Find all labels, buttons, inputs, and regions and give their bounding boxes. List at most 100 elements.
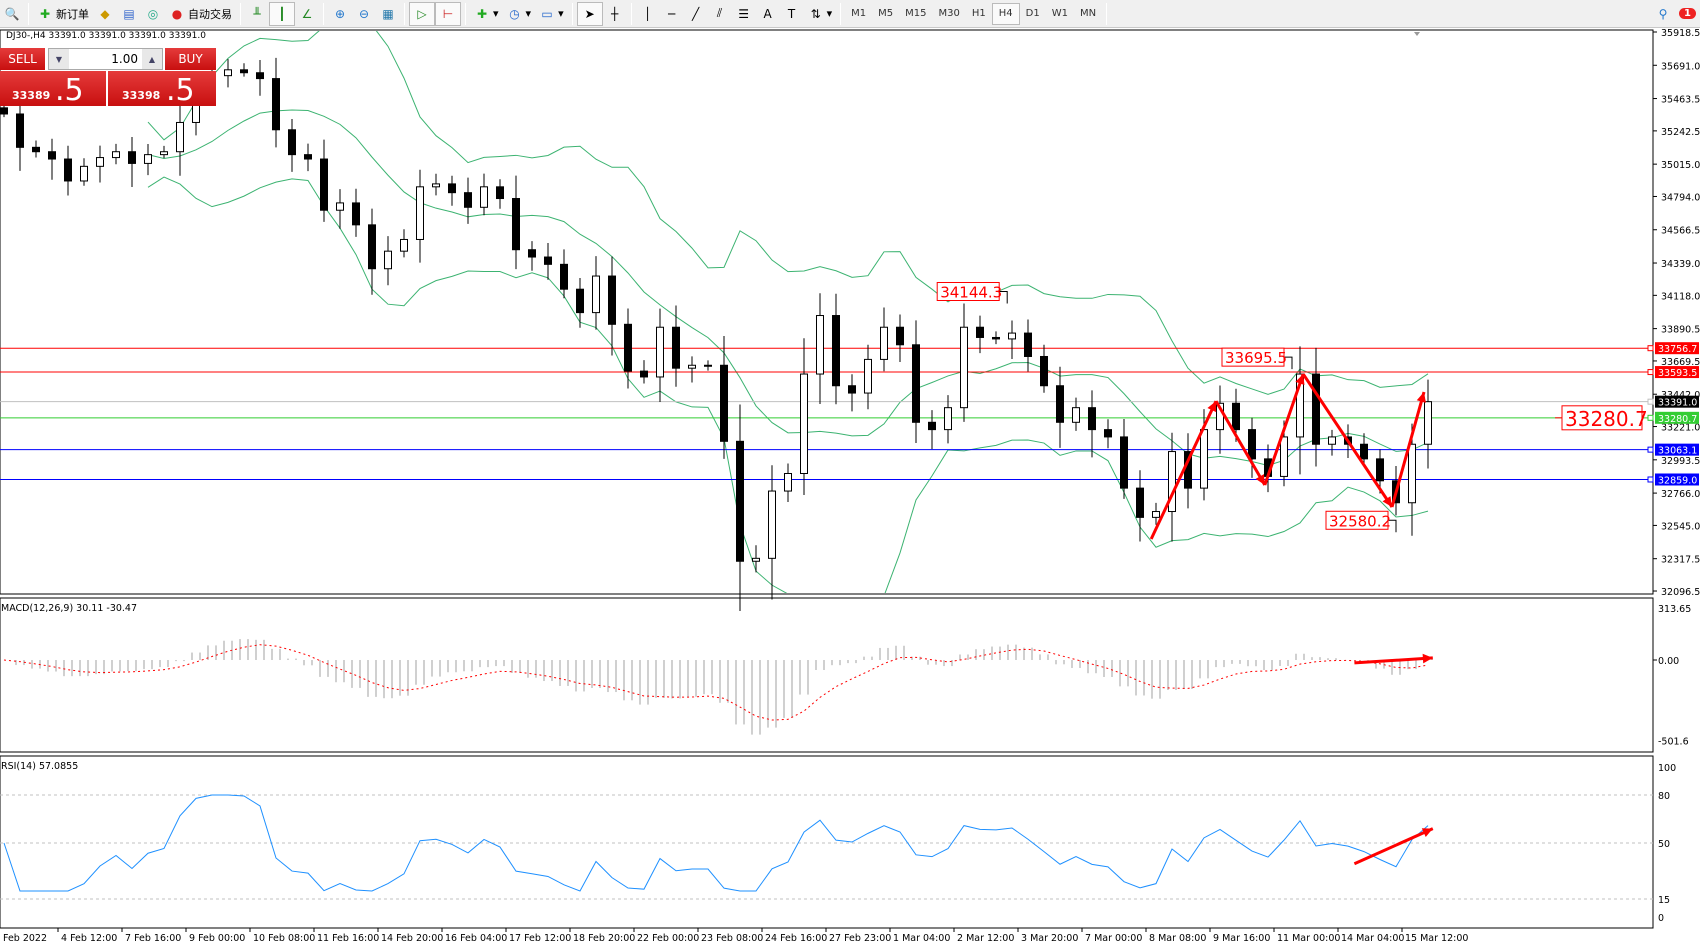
divider <box>571 2 573 25</box>
bear-candle <box>1104 429 1112 438</box>
bear-candle <box>496 186 504 200</box>
bar-chart-button[interactable]: ╨ <box>245 2 269 26</box>
periods-button[interactable]: ◷ ▾ <box>503 2 536 26</box>
text-tool[interactable]: A <box>756 2 780 26</box>
price-tick-label: 32993.5 <box>1661 456 1700 467</box>
rsi-tick-label: 15 <box>1658 895 1670 906</box>
timeframe-d1[interactable]: D1 <box>1025 8 1040 19</box>
chart-area[interactable]: 35918.5 35691.0 35463.5 35242.5 35015.0 34794… <box>0 28 1700 947</box>
timeframe-m15[interactable]: M15 <box>905 8 927 19</box>
trendline-icon: ╱ <box>691 6 700 21</box>
bear-candle <box>1232 402 1240 431</box>
templates-button[interactable]: ▭ ▾ <box>535 2 568 26</box>
vertical-line-tool[interactable]: │ <box>636 2 660 26</box>
bull-candle <box>864 358 872 394</box>
timeframe-mn[interactable]: MN <box>1079 8 1097 19</box>
price-label-box <box>1325 510 1389 530</box>
rsi-arrow <box>1353 827 1434 866</box>
crosshair-tool[interactable]: ┼ <box>603 2 627 26</box>
trendline-tool[interactable]: ╱ <box>684 2 708 26</box>
timeframe-m5[interactable]: M5 <box>878 8 894 19</box>
navigator-button[interactable]: ▤ <box>117 2 141 26</box>
cursor-tool[interactable]: ➤ <box>576 1 603 26</box>
bull-candle <box>416 186 424 240</box>
arrows-tool[interactable]: ⇅ ▾ <box>804 2 837 26</box>
text-label-icon: T <box>787 6 796 21</box>
bull-candle <box>800 373 808 474</box>
buy-price-button[interactable]: 33398 .5 <box>108 71 216 108</box>
bull-candle <box>96 157 104 167</box>
bear-candle <box>304 154 312 160</box>
buy-button[interactable]: BUY <box>165 48 216 70</box>
bollinger-middle-band <box>147 109 1429 466</box>
timeframe-bar: M1 M5 M15 M30 H1 H4 D1 W1 MN <box>845 2 1102 25</box>
tile-windows-button[interactable]: ▦ <box>376 2 400 26</box>
new-order-button[interactable]: ✚ 新订单 <box>33 2 93 26</box>
bull-candle <box>1280 436 1288 477</box>
divider <box>630 2 632 25</box>
timeframe-m30[interactable]: M30 <box>938 8 960 19</box>
timeframe-w1[interactable]: W1 <box>1051 8 1068 19</box>
bear-candle <box>928 421 936 431</box>
channel-tool[interactable]: ⫽ <box>708 2 732 26</box>
zigzag-arrow <box>1301 373 1394 508</box>
price-tick-label: 35463.5 <box>1661 95 1700 106</box>
market-watch-button[interactable]: ◆ <box>93 2 117 26</box>
timeframe-h1[interactable]: H1 <box>971 8 986 19</box>
price-tick-label: 33221.0 <box>1661 423 1700 434</box>
time-label: 23 Feb 08:00 <box>701 933 763 944</box>
toolbar: 🔍 ✚ 新订单 ◆ ▤ ◎ ● 自动交易 ╨ ┃ ∠ ⊕ ⊖ ▦ ▷ ⊢ ✚ ▾ ◷ ▾… <box>0 0 1700 28</box>
macd-tick-label: -501.6 <box>1658 736 1689 747</box>
price-tag <box>1655 443 1699 456</box>
bear-candle <box>464 192 472 208</box>
rsi-tick-label: 50 <box>1658 839 1670 850</box>
timeframe-m1[interactable]: M1 <box>851 8 867 19</box>
zoom-in-button[interactable]: ⊕ <box>328 2 352 26</box>
price-tick-label: 34339.0 <box>1661 259 1700 270</box>
zoom-tool[interactable]: 🔍 <box>0 2 24 26</box>
auto-scroll-button[interactable]: ▷ <box>409 1 435 26</box>
zigzag-arrow <box>1263 373 1305 486</box>
bear-candle <box>720 364 728 442</box>
bear-candle <box>352 202 360 226</box>
line-chart-button[interactable]: ∠ <box>295 2 319 26</box>
decrease-lot-button[interactable]: ▼ <box>49 49 69 69</box>
sell-price-button[interactable]: 33389 .5 <box>0 71 106 108</box>
bear-candle <box>912 344 920 423</box>
zoom-out-button[interactable]: ⊖ <box>352 2 376 26</box>
search-button[interactable]: ⚲ <box>1651 2 1675 26</box>
bear-candle <box>544 256 552 265</box>
bear-candle <box>672 326 680 369</box>
chart-shift-button[interactable]: ⊢ <box>435 1 461 26</box>
text-label-tool[interactable]: T <box>780 2 804 26</box>
horizontal-line-tool[interactable]: ─ <box>660 2 684 26</box>
buy-price-main: 33398 <box>122 89 161 102</box>
zigzag-arrow-head <box>1416 392 1426 403</box>
time-label: 24 Feb 16:00 <box>765 933 827 944</box>
notification-badge: 1 <box>1679 8 1696 19</box>
time-label: 11 Mar 00:00 <box>1277 933 1340 944</box>
right-price-label: 33280.7 <box>1565 407 1648 431</box>
price-tag-label: 33280.7 <box>1658 414 1697 425</box>
timeframe-h4[interactable]: H4 <box>991 2 1020 25</box>
fibonacci-tool[interactable]: ☰ <box>732 2 756 26</box>
lot-size-input[interactable] <box>69 52 142 66</box>
price-tick-label: 33669.5 <box>1661 357 1700 368</box>
increase-lot-button[interactable]: ▲ <box>142 49 162 69</box>
price-label: 34144.3 <box>940 283 1002 301</box>
notifications-button[interactable]: 1 <box>1675 2 1700 26</box>
price-tag <box>1655 395 1699 408</box>
bear-candle <box>16 113 24 148</box>
zigzag-arrow <box>1214 400 1267 486</box>
rsi-tick-label: 100 <box>1658 763 1676 774</box>
sell-button[interactable]: SELL <box>0 48 46 70</box>
bear-candle <box>256 72 264 80</box>
bull-candle <box>224 69 232 77</box>
auto-trade-button[interactable]: ● 自动交易 <box>165 2 236 26</box>
time-label: 10 Feb 08:00 <box>253 933 315 944</box>
bollinger-upper-band <box>147 31 1429 395</box>
indicators-button[interactable]: ✚ ▾ <box>470 2 503 26</box>
candle-chart-button[interactable]: ┃ <box>269 1 295 26</box>
bull-candle <box>112 151 120 159</box>
signals-button[interactable]: ◎ <box>141 2 165 26</box>
